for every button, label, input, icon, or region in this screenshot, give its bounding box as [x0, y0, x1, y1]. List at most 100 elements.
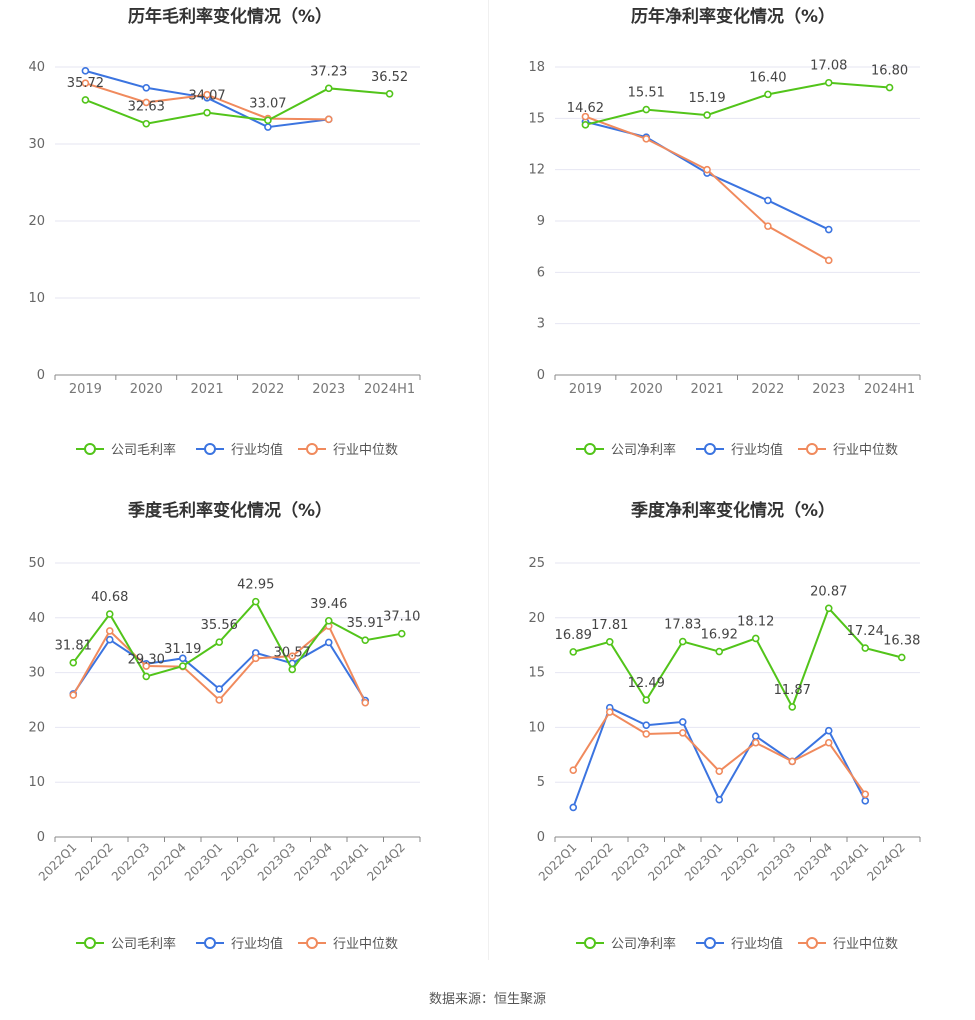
- legend-marker: [306, 443, 318, 455]
- data-point-avg: [861, 797, 870, 805]
- legend-item-median: 行业中位数: [798, 937, 898, 952]
- legend-marker: [704, 937, 716, 949]
- x-tick-label: 2022Q1: [36, 840, 80, 884]
- y-tick-label: 20: [28, 720, 45, 735]
- data-point-median: [142, 98, 151, 107]
- y-tick-label: 40: [28, 60, 45, 75]
- y-tick-label: 30: [28, 666, 45, 681]
- data-point-median: [142, 662, 151, 670]
- data-label: 42.95: [237, 578, 274, 593]
- data-point-avg: [678, 718, 687, 726]
- data-label: 30.57: [274, 645, 311, 660]
- chart-title: 历年净利率变化情况（%）: [631, 6, 835, 27]
- panel-divider: [488, 0, 489, 960]
- y-tick-label: 40: [28, 611, 45, 626]
- data-point-company: [324, 84, 333, 93]
- data-label: 17.83: [664, 618, 701, 633]
- data-point-company: [788, 703, 797, 711]
- chart-4: 季度净利率变化情况（%） 0 5 10 15 20 25 2022Q12022Q22022Q3…: [528, 500, 921, 952]
- x-tick-label: 2023Q4: [291, 840, 335, 884]
- x-tick-label: 2022: [751, 382, 784, 397]
- data-point-company: [105, 610, 114, 618]
- data-point-avg: [142, 83, 151, 92]
- data-point-company: [642, 105, 651, 114]
- data-point-company: [605, 638, 614, 646]
- data-label: 39.46: [310, 597, 347, 612]
- legend-item-median: 行业中位数: [798, 443, 898, 458]
- legend-item-avg: 行业均值: [196, 936, 283, 952]
- data-point-company: [215, 638, 224, 646]
- data-label: 35.72: [67, 76, 104, 91]
- x-tick-label: 2024Q2: [364, 840, 408, 884]
- y-tick-label: 25: [528, 556, 545, 571]
- data-label: 14.62: [567, 101, 604, 116]
- series-line-median: [585, 115, 830, 262]
- data-point-avg: [715, 795, 724, 804]
- data-point-company: [142, 672, 151, 681]
- y-tick-label: 50: [28, 556, 45, 571]
- data-point-median: [715, 767, 724, 776]
- series-line-company: [572, 606, 903, 710]
- series-line-avg: [572, 706, 867, 808]
- y-tick-label: 10: [28, 291, 45, 306]
- legend-marker: [204, 937, 216, 949]
- data-point-median: [764, 222, 772, 230]
- x-tick-label: 2021: [191, 382, 224, 397]
- data-point-avg: [751, 732, 760, 740]
- y-tick-label: 15: [528, 666, 545, 681]
- x-tick-label: 2024Q2: [864, 840, 908, 884]
- data-label: 35.56: [201, 618, 238, 633]
- legend-marker: [84, 443, 96, 455]
- data-point-avg: [178, 654, 187, 663]
- legend-item-company: 公司毛利率: [76, 936, 176, 952]
- x-tick-label: 2024Q1: [828, 840, 872, 884]
- data-point-company: [824, 604, 833, 613]
- data-label: 16.38: [883, 633, 920, 648]
- x-tick-label: 2022Q1: [536, 840, 580, 884]
- data-point-avg: [215, 685, 224, 693]
- legend-label: 公司净利率: [611, 936, 676, 952]
- legend-label: 行业均值: [731, 442, 783, 458]
- data-point-median: [751, 738, 760, 747]
- data-point-median: [81, 79, 90, 87]
- data-point-median: [105, 627, 114, 635]
- y-tick-label: 9: [537, 214, 545, 229]
- data-point-company: [203, 108, 211, 117]
- data-point-company: [324, 616, 333, 625]
- y-tick-label: 0: [37, 830, 45, 845]
- data-point-company: [897, 653, 906, 662]
- data-point-company: [397, 629, 406, 638]
- legend-label: 行业中位数: [833, 443, 898, 458]
- data-point-company: [288, 665, 297, 674]
- legend-marker: [806, 443, 818, 455]
- data-point-median: [824, 256, 833, 265]
- x-tick-label: 2020: [630, 382, 663, 397]
- data-point-company: [81, 96, 90, 104]
- legend-label: 行业均值: [731, 936, 783, 952]
- data-label: 34.07: [188, 89, 225, 104]
- data-label: 17.81: [591, 618, 628, 633]
- data-point-median: [642, 730, 651, 738]
- data-label: 16.92: [701, 628, 738, 643]
- legend-item-median: 行业中位数: [298, 937, 398, 952]
- legend-marker: [584, 443, 596, 455]
- data-point-company: [69, 658, 78, 667]
- x-tick-label: 2020: [130, 382, 163, 397]
- data-point-avg: [824, 726, 833, 735]
- legend-label: 公司毛利率: [111, 936, 176, 952]
- data-label: 32.63: [128, 100, 165, 115]
- data-point-median: [361, 698, 370, 707]
- data-label: 16.89: [555, 628, 592, 643]
- data-point-company: [751, 634, 760, 643]
- x-tick-label: 2023Q3: [255, 840, 299, 884]
- data-label: 40.68: [91, 590, 128, 605]
- data-label: 15.51: [628, 86, 665, 101]
- y-tick-label: 6: [537, 265, 545, 280]
- x-tick-label: 2024H1: [364, 382, 415, 397]
- legend-item-company: 公司净利率: [576, 442, 676, 458]
- series-line-company: [85, 87, 390, 125]
- legend-item-median: 行业中位数: [298, 443, 398, 458]
- data-point-company: [581, 121, 590, 129]
- data-point-company: [142, 119, 151, 128]
